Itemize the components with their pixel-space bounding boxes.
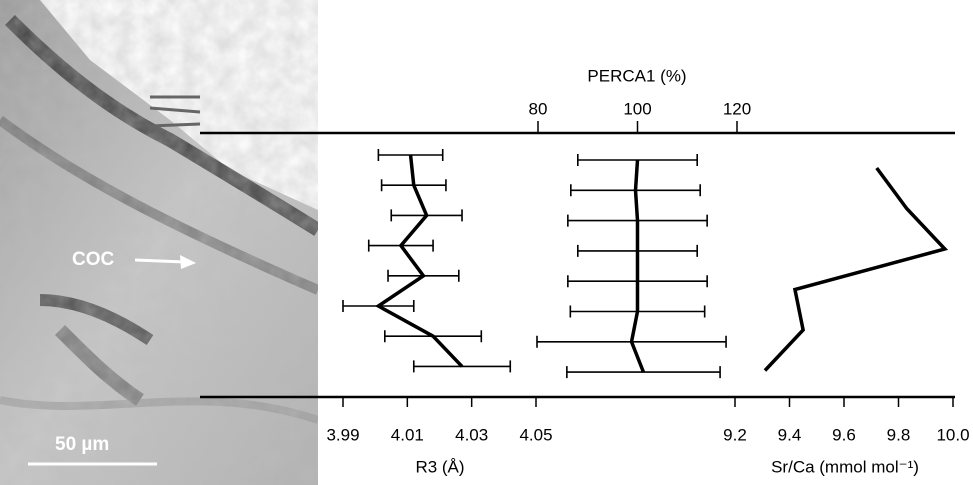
x-tick-label: 4.05: [519, 425, 552, 444]
figure: COC 50 µm 3.99 4.01 4.03 4.05 R3 (Å) 80 100 120…: [0, 0, 973, 485]
axis-label: R3 (Å): [415, 457, 464, 476]
micrograph: COC 50 µm: [0, 0, 318, 485]
x-tick-label: 9.8: [887, 425, 911, 444]
x-tick-label: 4.03: [455, 425, 488, 444]
data-line: [632, 160, 644, 372]
x-tick-label: 9.4: [778, 425, 802, 444]
x-tick-label: 10.0: [936, 425, 969, 444]
x-tick-label: 80: [529, 99, 548, 118]
coc-label: COC: [72, 249, 115, 270]
x-tick-label: 3.99: [326, 425, 359, 444]
x-tick-label: 9.6: [832, 425, 856, 444]
x-tick-label: 4.01: [391, 425, 424, 444]
x-tick-label: 100: [623, 99, 651, 118]
axis-label: Sr/Ca (mmol mol⁻¹): [771, 457, 919, 476]
data-line: [765, 168, 945, 371]
data-line: [378, 155, 462, 366]
scale-label: 50 µm: [55, 434, 109, 455]
coc-arrow: [135, 260, 185, 262]
x-tick-label: 9.2: [723, 425, 747, 444]
x-tick-label: 120: [723, 99, 751, 118]
axis-label: PERCA1 (%): [587, 66, 686, 85]
